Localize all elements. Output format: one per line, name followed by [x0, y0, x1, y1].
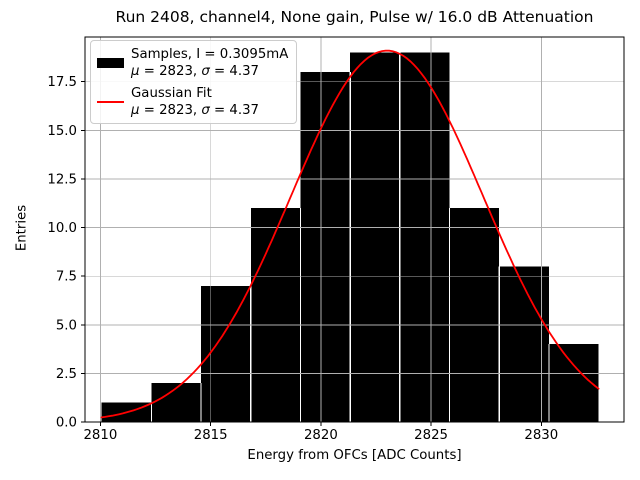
y-tick-label: 10.0 [47, 221, 77, 236]
fit-legend-text: Gaussian Fit μ = 2823, σ = 4.37 [131, 85, 259, 119]
sigma-value: = 4.37 [209, 103, 259, 118]
sigma-symbol: σ [201, 64, 210, 79]
x-tick-label: 2810 [83, 428, 117, 443]
fit-legend-title: Gaussian Fit [131, 86, 212, 101]
mu-symbol: μ [131, 64, 140, 79]
histogram-bar [300, 72, 351, 422]
samples-legend-title: Samples, I = 0.3095mA [131, 47, 289, 62]
samples-legend-text: Samples, I = 0.3095mA μ = 2823, σ = 4.37 [131, 46, 288, 80]
sigma-symbol: σ [201, 103, 210, 118]
histogram-bar [499, 266, 549, 422]
gaussian-fit-curve [100, 49, 600, 419]
y-tick-label: 2.5 [56, 367, 77, 382]
x-tick-label: 2825 [414, 428, 448, 443]
x-tick-label: 2830 [524, 428, 558, 443]
histogram-bar [399, 52, 450, 422]
x-tick-label: 2815 [194, 428, 228, 443]
x-tick-label: 2820 [304, 428, 338, 443]
histogram-bar [151, 383, 201, 422]
legend: Samples, I = 0.3095mA μ = 2823, σ = 4.37… [90, 40, 297, 124]
samples-legend-stats: μ = 2823, σ = 4.37 [131, 63, 288, 80]
histogram-bar [250, 208, 301, 422]
fit-legend-stats: μ = 2823, σ = 4.37 [131, 102, 259, 119]
mu-value: = 2823, [139, 103, 202, 118]
samples-swatch-column [97, 58, 131, 68]
chart-title: Run 2408, channel4, None gain, Pulse w/ … [115, 8, 594, 26]
y-tick-label: 12.5 [47, 172, 77, 187]
plot-border [84, 36, 625, 423]
samples-swatch-icon [97, 58, 124, 68]
y-tick-label: 15.0 [47, 124, 77, 139]
y-tick-label: 7.5 [56, 270, 77, 285]
histogram-bar [449, 208, 500, 422]
mu-value: = 2823, [139, 64, 202, 79]
histogram-bar [350, 52, 400, 422]
fit-swatch-column [97, 101, 131, 103]
mu-symbol: μ [131, 103, 140, 118]
y-tick-label: 5.0 [56, 318, 77, 333]
y-tick-label: 0.0 [56, 416, 77, 431]
sigma-value: = 4.37 [209, 64, 259, 79]
legend-item-samples: Samples, I = 0.3095mA μ = 2823, σ = 4.37 [97, 46, 290, 80]
legend-item-gaussian-fit: Gaussian Fit μ = 2823, σ = 4.37 [97, 85, 290, 119]
y-tick-label: 17.5 [47, 75, 77, 90]
y-axis-label: Entries [14, 204, 30, 252]
x-axis-label: Energy from OFCs [ADC Counts] [247, 448, 462, 463]
gaussian-fit-swatch-icon [97, 101, 124, 103]
